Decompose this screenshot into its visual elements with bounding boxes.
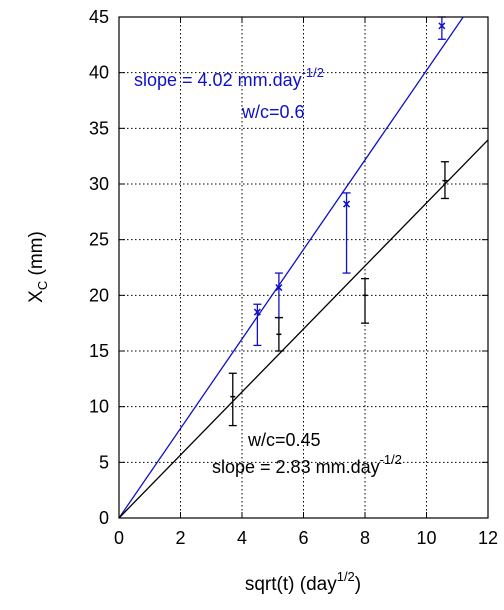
data-point [274,316,283,352]
annotation-blue-slope: slope = 4.02 mm.day-1/2 [134,65,324,90]
fit-line-1 [118,139,489,519]
x-tick-label: 8 [360,528,370,548]
data-point [342,192,351,274]
annotation-blue-wc: w/c=0.6 [241,102,305,122]
point-marker [343,200,351,208]
x-tick-label: 2 [175,528,185,548]
y-tick-label: 5 [99,452,109,472]
x-tick-label: 12 [478,528,498,548]
data-point [361,277,369,324]
point-marker [253,308,261,316]
x-tick-label: 4 [237,528,247,548]
y-tick-label: 20 [89,285,109,305]
annotation-black-slope: slope = 2.83 mm.day-1/2 [212,452,402,477]
y-tick-label: 15 [89,341,109,361]
x-axis-label: sqrt(t) (day1/2) [245,569,361,595]
annotation-black-wc: w/c=0.45 [247,430,321,450]
y-tick-label: 30 [89,174,109,194]
point-marker [438,22,446,30]
data-point [228,372,237,427]
data-point [440,161,449,200]
y-axis-label: XC (mm) [26,231,50,303]
y-tick-label: 35 [89,118,109,138]
y-tick-label: 45 [89,7,109,27]
y-tick-label: 25 [89,230,109,250]
grid-lines [119,17,488,518]
y-tick-label: 40 [89,63,109,83]
data-points [228,16,449,427]
fit-line-0 [118,16,464,519]
point-marker [275,284,283,292]
axis-ticks: 0 2 4 6 8 10 12 0 5 10 15 20 25 30 35 40 45 [89,7,498,548]
fit-lines [118,16,489,519]
y-tick-label: 10 [89,397,109,417]
x-tick-label: 10 [416,528,436,548]
x-tick-label: 6 [298,528,308,548]
x-tick-label: 0 [114,528,124,548]
y-tick-label: 0 [99,508,109,528]
data-point [253,303,262,347]
